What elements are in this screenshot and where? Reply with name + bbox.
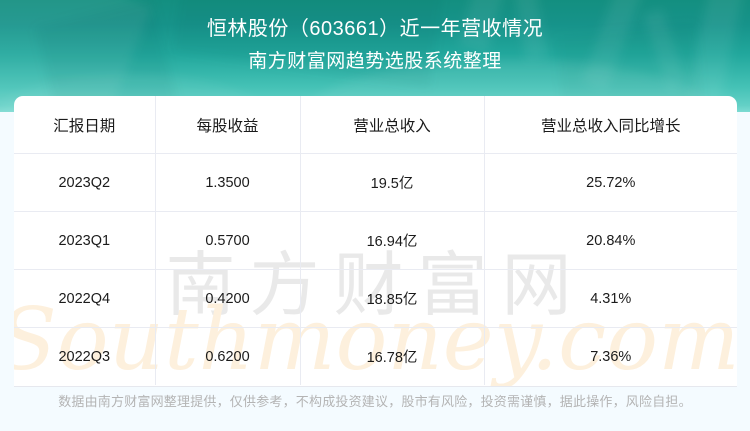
column-header-revenue-yoy-growth: 营业总收入同比增长 bbox=[484, 96, 737, 154]
cell-report-date: 2023Q2 bbox=[14, 153, 156, 212]
cell-report-date: 2023Q1 bbox=[14, 211, 156, 270]
cell-eps: 0.4200 bbox=[155, 269, 301, 328]
column-header-report-date: 汇报日期 bbox=[14, 96, 156, 154]
banner-title-group: 恒林股份（603661）近一年营收情况 南方财富网趋势选股系统整理 bbox=[0, 0, 750, 74]
table-row: 2023Q2 1.3500 19.5亿 25.72% bbox=[14, 153, 737, 212]
cell-total-revenue: 18.85亿 bbox=[300, 269, 485, 328]
cell-revenue-yoy-growth: 7.36% bbox=[590, 348, 632, 365]
cell-revenue-yoy-growth: 20.84% bbox=[484, 211, 737, 270]
column-header-total-revenue: 营业总收入 bbox=[300, 96, 485, 154]
table-row: 2022Q3 0.6200 16.78亿 7.36% bbox=[14, 327, 737, 385]
cell-total-revenue: 16.78亿 bbox=[300, 327, 485, 385]
column-header-eps: 每股收益 bbox=[155, 96, 301, 154]
table-header-row: 汇报日期 每股收益 营业总收入 营业总收入同比增长 bbox=[14, 96, 737, 154]
page-title: 恒林股份（603661）近一年营收情况 bbox=[206, 18, 544, 40]
cell-eps: 0.6200 bbox=[155, 327, 301, 385]
table-row: 2023Q1 0.5700 16.94亿 20.84% bbox=[14, 211, 737, 270]
cell-revenue-yoy-growth: 4.31% bbox=[484, 269, 737, 328]
page-subtitle: 南方财富网趋势选股系统整理 bbox=[248, 51, 502, 72]
cell-total-revenue: 19.5亿 bbox=[300, 153, 485, 212]
cell-eps: 0.5700 bbox=[155, 211, 301, 270]
cell-report-date: 2022Q3 bbox=[14, 327, 156, 385]
footer-disclaimer: 数据由南方财富网整理提供，仅供参考，不构成投资建议，股市有风险，投资需谨慎，据此… bbox=[58, 394, 692, 409]
financials-table: 汇报日期 每股收益 营业总收入 营业总收入同比增长 2023Q2 1.3500 … bbox=[14, 96, 737, 385]
header-banner: 恒林股份（603661）近一年营收情况 南方财富网趋势选股系统整理 bbox=[0, 0, 750, 112]
cell-total-revenue: 16.94亿 bbox=[300, 211, 485, 270]
table-body: 2023Q2 1.3500 19.5亿 25.72% 2023Q1 0.5700… bbox=[14, 153, 737, 385]
content-card: 南方财富网 Southmoney.com 汇报日期 每股收益 营业总收入 营业总… bbox=[14, 96, 737, 386]
cell-eps: 1.3500 bbox=[155, 153, 301, 212]
table-head: 汇报日期 每股收益 营业总收入 营业总收入同比增长 bbox=[14, 96, 737, 154]
cell-report-date: 2022Q4 bbox=[14, 269, 156, 328]
footer-divider bbox=[14, 386, 737, 387]
cell-revenue-yoy-growth: 25.72% bbox=[484, 153, 737, 212]
table-row: 2022Q4 0.4200 18.85亿 4.31% bbox=[14, 269, 737, 328]
